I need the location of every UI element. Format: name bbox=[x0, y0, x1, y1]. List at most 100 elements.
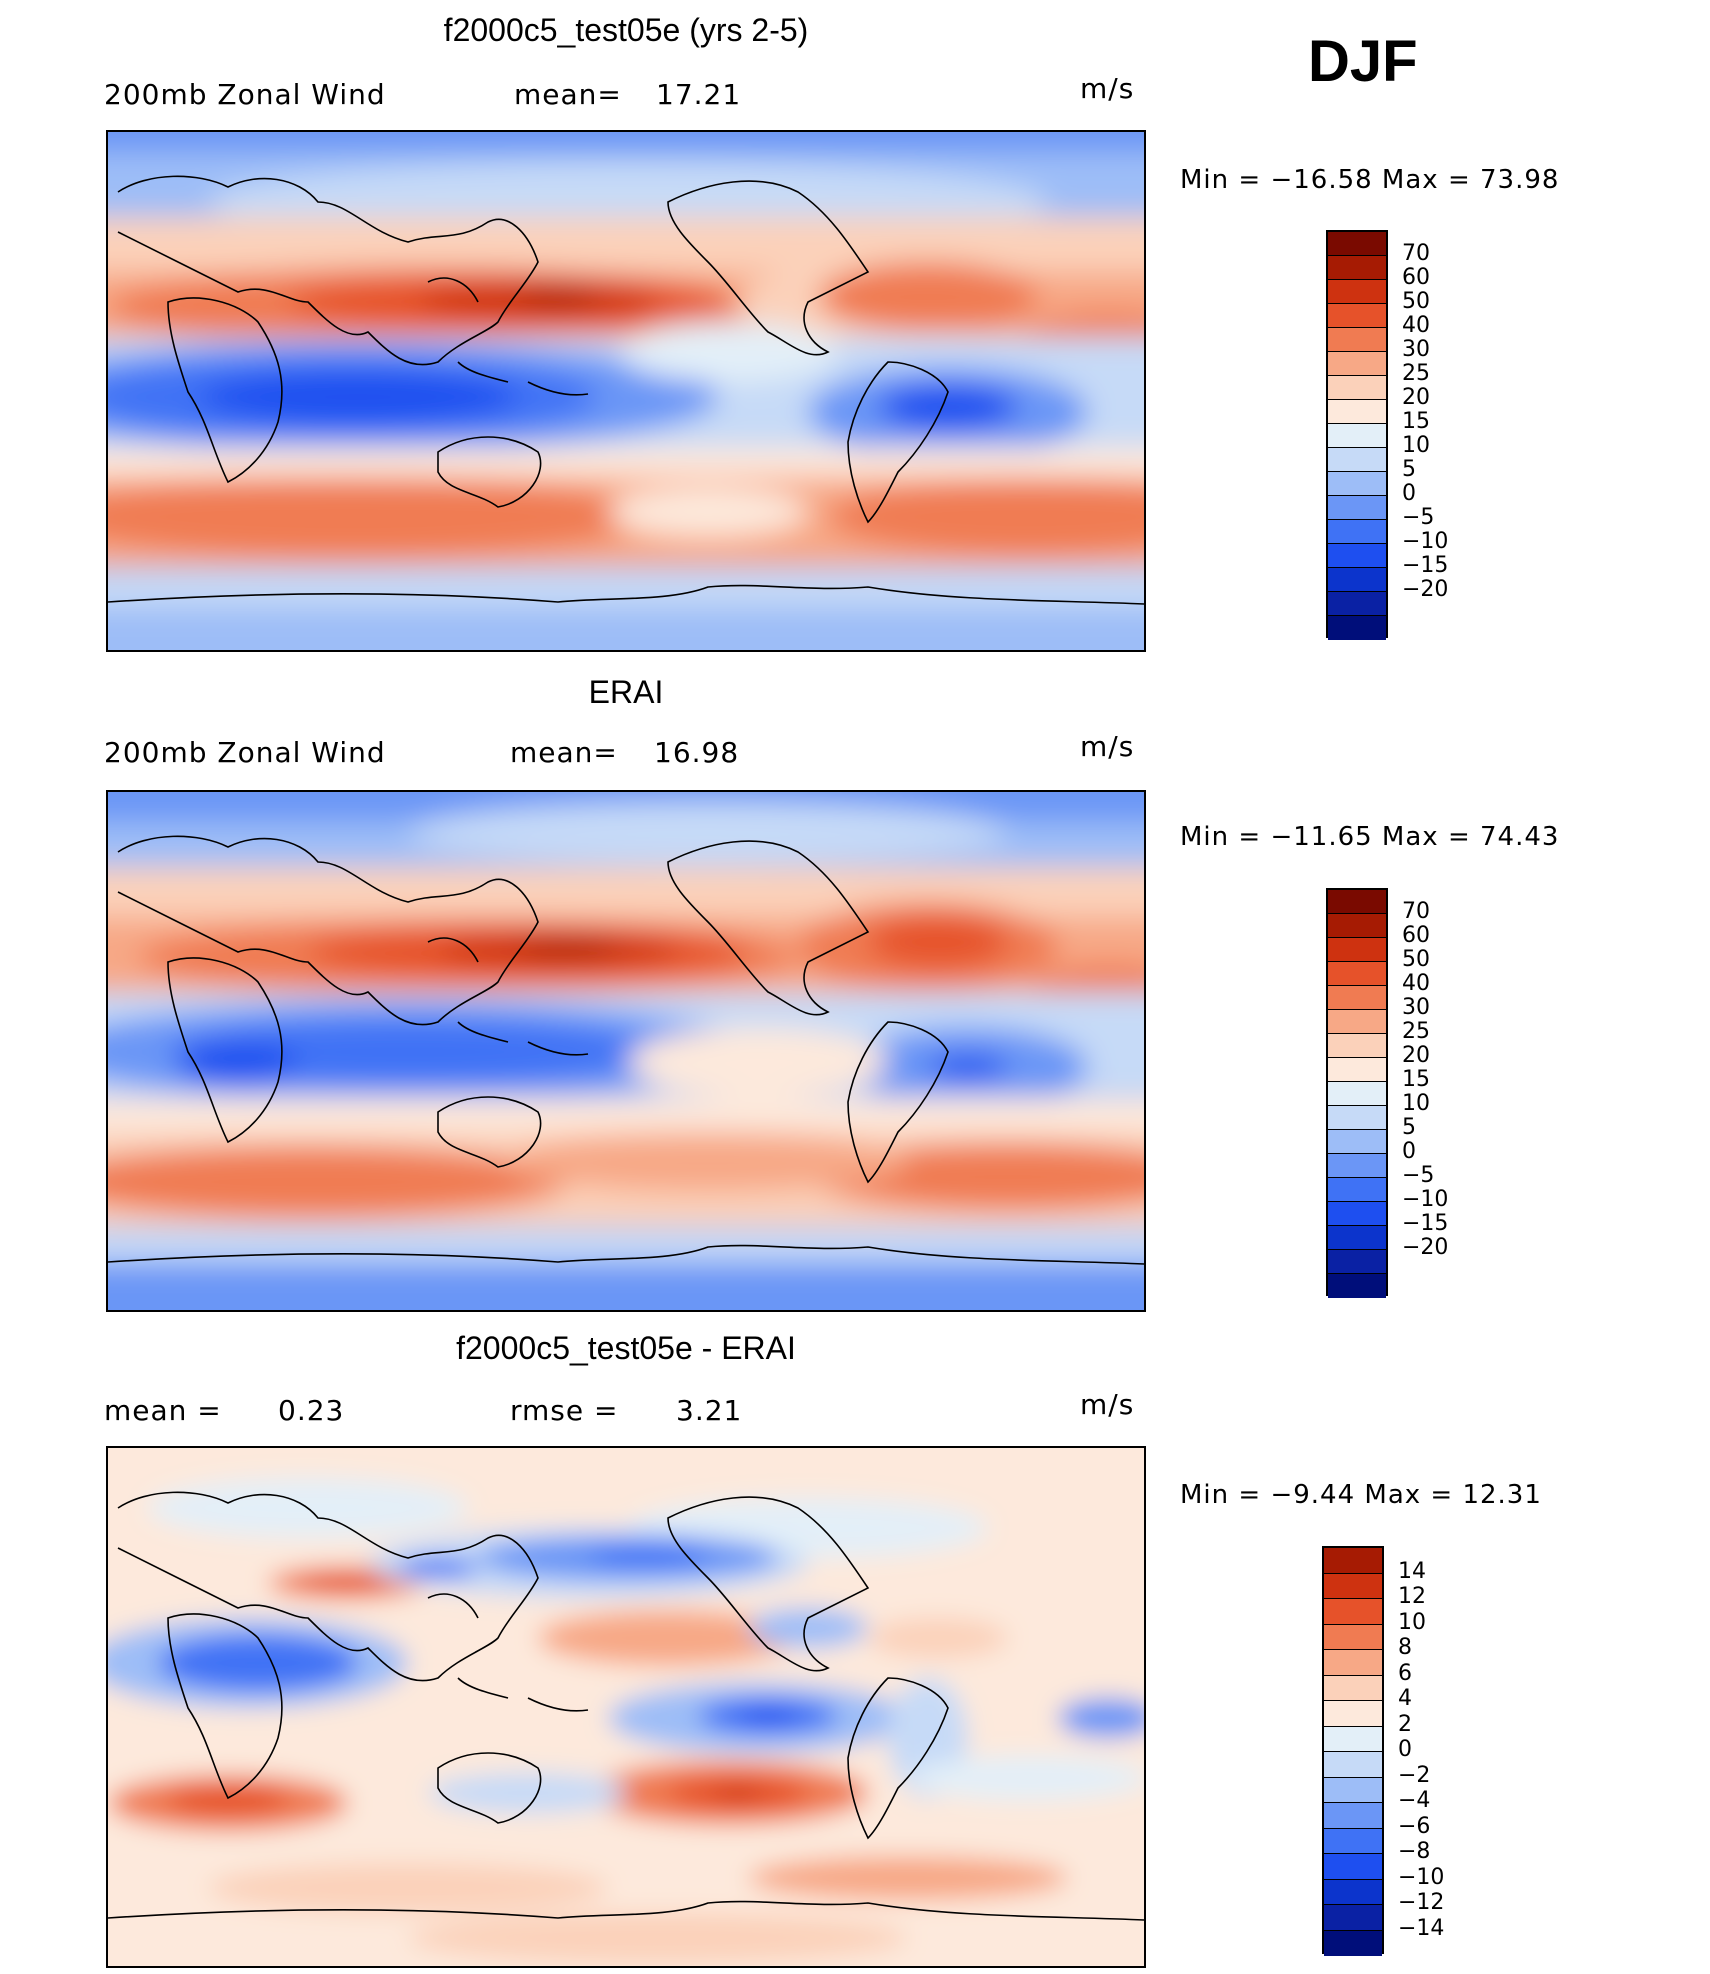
colorbar-tick-label: −10 bbox=[1398, 1864, 1445, 1890]
colorbar-swatch bbox=[1324, 1624, 1382, 1650]
colorbar-tick-label: 20 bbox=[1402, 385, 1430, 410]
colorbar-tick-label: 14 bbox=[1398, 1558, 1426, 1584]
colorbar-swatch bbox=[1328, 424, 1386, 448]
colorbar-tick-label: 25 bbox=[1402, 361, 1430, 386]
colorbar-swatch bbox=[1324, 1905, 1382, 1931]
colorbar-swatch bbox=[1328, 1130, 1386, 1154]
colorbar-swatch bbox=[1324, 1930, 1382, 1956]
colorbar-tick-label: 50 bbox=[1402, 289, 1430, 314]
colorbar-tick-label: −10 bbox=[1402, 529, 1449, 554]
colorbar-swatch bbox=[1324, 1828, 1382, 1854]
panel-2-mean-value: 16.98 bbox=[654, 736, 740, 769]
colorbar-swatch bbox=[1328, 400, 1386, 424]
colorbar-tick-label: 5 bbox=[1402, 1115, 1416, 1140]
colorbar-tick-label: 10 bbox=[1402, 1091, 1430, 1116]
colorbar-tick-label: −8 bbox=[1398, 1839, 1431, 1864]
panel-3-colorbar bbox=[1322, 1546, 1384, 1956]
colorbar-tick-label: 0 bbox=[1402, 481, 1416, 506]
colorbar-tick-label: −20 bbox=[1402, 1235, 1449, 1260]
colorbar-tick-label: −15 bbox=[1402, 553, 1449, 578]
panel-1-mean-value: 17.21 bbox=[656, 78, 742, 111]
colorbar-swatch bbox=[1328, 1154, 1386, 1178]
colorbar-swatch bbox=[1328, 544, 1386, 568]
colorbar-tick-label: 30 bbox=[1402, 337, 1430, 362]
colorbar-swatch bbox=[1328, 1226, 1386, 1250]
colorbar-swatch bbox=[1324, 1879, 1382, 1905]
panel-2-mean-label: mean= bbox=[510, 736, 618, 769]
colorbar-swatch bbox=[1328, 890, 1386, 914]
panel-2-units: m/s bbox=[1080, 730, 1135, 763]
colorbar-tick-label: 30 bbox=[1402, 995, 1430, 1020]
panel-3-coastlines bbox=[108, 1491, 1144, 1921]
panel-2-min-max: Min = −11.65 Max = 74.43 bbox=[1180, 822, 1560, 852]
colorbar-tick-label: −4 bbox=[1398, 1788, 1431, 1813]
colorbar-swatch bbox=[1328, 616, 1386, 640]
colorbar-swatch bbox=[1328, 914, 1386, 938]
colorbar-tick-label: 40 bbox=[1402, 313, 1430, 338]
colorbar-tick-label: 0 bbox=[1398, 1737, 1412, 1762]
colorbar-tick-label: −5 bbox=[1402, 1163, 1435, 1188]
panel-1-map bbox=[106, 130, 1146, 652]
panel-1-units: m/s bbox=[1080, 72, 1135, 105]
panel-3-units: m/s bbox=[1080, 1388, 1135, 1421]
colorbar-swatch bbox=[1328, 1034, 1386, 1058]
colorbar-swatch bbox=[1324, 1752, 1382, 1778]
colorbar-tick-label: 10 bbox=[1398, 1609, 1426, 1635]
panel-2-variable-label: 200mb Zonal Wind bbox=[104, 736, 386, 769]
colorbar-swatch bbox=[1328, 472, 1386, 496]
colorbar-tick-label: 4 bbox=[1398, 1686, 1412, 1711]
panel-1-variable-label: 200mb Zonal Wind bbox=[104, 78, 386, 111]
panel-3-rmse-label: rmse = bbox=[510, 1394, 619, 1427]
colorbar-swatch bbox=[1328, 986, 1386, 1010]
colorbar-swatch bbox=[1324, 1854, 1382, 1880]
colorbar-swatch bbox=[1324, 1701, 1382, 1727]
colorbar-swatch bbox=[1328, 938, 1386, 962]
colorbar-swatch bbox=[1328, 1058, 1386, 1082]
colorbar-tick-label: −5 bbox=[1402, 505, 1435, 530]
colorbar-swatch bbox=[1328, 962, 1386, 986]
colorbar-tick-label: −6 bbox=[1398, 1813, 1431, 1839]
panel-2-title: ERAI bbox=[588, 674, 664, 710]
colorbar-tick-label: 20 bbox=[1402, 1043, 1430, 1068]
panel-3-mean-value: 0.23 bbox=[278, 1394, 345, 1427]
colorbar-swatch bbox=[1324, 1726, 1382, 1752]
colorbar-tick-label: −14 bbox=[1398, 1915, 1445, 1941]
panel-1-min-max: Min = −16.58 Max = 73.98 bbox=[1180, 165, 1560, 195]
panel-2-map bbox=[106, 790, 1146, 1312]
panel-1-mean-label: mean= bbox=[514, 78, 622, 111]
colorbar-swatch bbox=[1324, 1599, 1382, 1625]
colorbar-swatch bbox=[1324, 1777, 1382, 1803]
colorbar-tick-label: 10 bbox=[1402, 433, 1430, 458]
season-label: DJF bbox=[1308, 29, 1418, 94]
colorbar-swatch bbox=[1328, 568, 1386, 592]
colorbar-swatch bbox=[1324, 1803, 1382, 1829]
colorbar-tick-label: 5 bbox=[1402, 457, 1416, 482]
colorbar-tick-label: 60 bbox=[1402, 923, 1430, 948]
colorbar-tick-label: 50 bbox=[1402, 947, 1430, 972]
panel-3-map bbox=[106, 1446, 1146, 1968]
colorbar-swatch bbox=[1328, 1274, 1386, 1298]
colorbar-tick-label: 12 bbox=[1398, 1584, 1426, 1609]
colorbar-tick-label: −12 bbox=[1398, 1890, 1445, 1915]
colorbar-tick-label: 40 bbox=[1402, 971, 1430, 996]
panel-3-rmse-value: 3.21 bbox=[676, 1394, 743, 1427]
colorbar-swatch bbox=[1328, 1082, 1386, 1106]
panel-1-coastlines bbox=[108, 175, 1144, 605]
colorbar-tick-label: 2 bbox=[1398, 1711, 1412, 1737]
colorbar-tick-label: −10 bbox=[1402, 1187, 1449, 1212]
colorbar-swatch bbox=[1328, 256, 1386, 280]
panel-3-min-max: Min = −9.44 Max = 12.31 bbox=[1180, 1480, 1542, 1510]
colorbar-swatch bbox=[1328, 1106, 1386, 1130]
colorbar-swatch bbox=[1328, 448, 1386, 472]
colorbar-swatch bbox=[1328, 592, 1386, 616]
colorbar-swatch bbox=[1328, 280, 1386, 304]
colorbar-tick-label: 60 bbox=[1402, 265, 1430, 290]
colorbar-tick-label: 15 bbox=[1402, 409, 1430, 434]
colorbar-swatch bbox=[1324, 1650, 1382, 1676]
colorbar-swatch bbox=[1324, 1675, 1382, 1701]
panel-3-title: f2000c5_test05e - ERAI bbox=[456, 1330, 796, 1366]
panel-2-coastlines bbox=[108, 835, 1144, 1265]
colorbar-swatch bbox=[1328, 232, 1386, 256]
colorbar-swatch bbox=[1328, 1202, 1386, 1226]
colorbar-swatch bbox=[1328, 376, 1386, 400]
